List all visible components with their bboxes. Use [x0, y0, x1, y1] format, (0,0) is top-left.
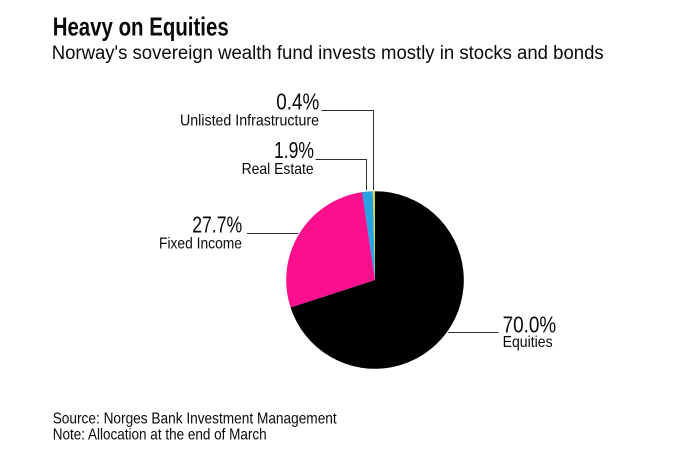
svg-text:Fixed Income: Fixed Income: [159, 236, 242, 253]
svg-text:Real Estate: Real Estate: [242, 161, 314, 178]
svg-text:Source: Norges Bank Investment: Source: Norges Bank Investment Managemen…: [53, 411, 337, 428]
svg-text:Unlisted Infrastructure: Unlisted Infrastructure: [180, 113, 319, 130]
svg-text:27.7%: 27.7%: [192, 211, 242, 237]
svg-text:70.0%: 70.0%: [503, 312, 557, 338]
svg-text:Equities: Equities: [503, 334, 553, 351]
svg-text:1.9%: 1.9%: [274, 137, 314, 163]
svg-text:Note: Allocation at the end of: Note: Allocation at the end of March: [53, 426, 267, 443]
svg-text:Heavy on Equities: Heavy on Equities: [53, 12, 229, 42]
svg-text:0.4%: 0.4%: [276, 89, 319, 115]
svg-text:Norway's sovereign wealth fund: Norway's sovereign wealth fund invests m…: [52, 43, 604, 64]
